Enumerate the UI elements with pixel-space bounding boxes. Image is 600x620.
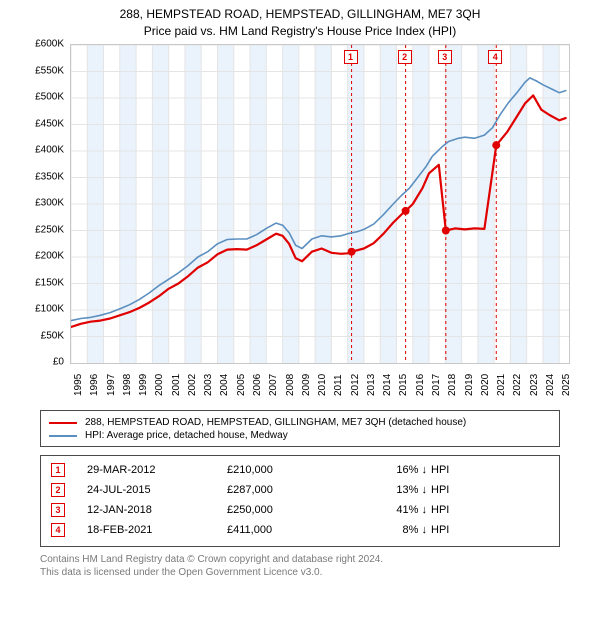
- row-marker: 4: [51, 523, 65, 537]
- row-suffix: HPI: [431, 464, 449, 476]
- x-tick-label: 2015: [398, 374, 409, 396]
- y-axis: £0£50K£100K£150K£200K£250K£300K£350K£400…: [20, 44, 68, 364]
- x-tick-label: 1998: [122, 374, 133, 396]
- plot-area: [70, 44, 570, 364]
- table-row: 3 12-JAN-2018£250,00041% ↓ HPI: [49, 500, 551, 520]
- row-marker: 2: [51, 483, 65, 497]
- x-tick-label: 2025: [561, 374, 572, 396]
- table-row: 2 24-JUL-2015£287,00013% ↓ HPI: [49, 480, 551, 500]
- x-tick-label: 2017: [431, 374, 442, 396]
- footer: Contains HM Land Registry data © Crown c…: [40, 553, 560, 579]
- page-title: 288, HEMPSTEAD ROAD, HEMPSTEAD, GILLINGH…: [120, 6, 481, 22]
- x-tick-label: 2009: [301, 374, 312, 396]
- x-tick-label: 2023: [529, 374, 540, 396]
- x-tick-label: 1996: [89, 374, 100, 396]
- row-price: £210,000: [227, 464, 337, 476]
- row-delta: 16% ↓: [337, 464, 431, 476]
- x-tick-label: 2021: [496, 374, 507, 396]
- x-tick-label: 2001: [171, 374, 182, 396]
- x-tick-label: 2006: [252, 374, 263, 396]
- chart: £0 £50K £100K £150K £200K £250K £300K £350K £400…: [20, 44, 580, 404]
- footer-line-1: Contains HM Land Registry data © Crown c…: [40, 553, 560, 566]
- row-marker: 1: [51, 463, 65, 477]
- x-tick-label: 2016: [415, 374, 426, 396]
- row-date: 29-MAR-2012: [87, 464, 227, 476]
- event-marker-2: 2: [398, 50, 412, 64]
- table-row: 1 29-MAR-2012£210,00016% ↓ HPI: [49, 460, 551, 480]
- y-tick-label: £400K: [35, 145, 64, 156]
- event-marker-3: 3: [438, 50, 452, 64]
- row-delta: 13% ↓: [337, 484, 431, 496]
- legend-swatch: [49, 435, 77, 437]
- x-tick-label: 2002: [187, 374, 198, 396]
- x-tick-label: 2019: [464, 374, 475, 396]
- x-tick-label: 2020: [480, 374, 491, 396]
- x-tick-label: 2000: [154, 374, 165, 396]
- page: 288, HEMPSTEAD ROAD, HEMPSTEAD, GILLINGH…: [0, 0, 600, 620]
- x-tick-label: 2014: [382, 374, 393, 396]
- page-subtitle: Price paid vs. HM Land Registry's House …: [144, 24, 456, 38]
- x-tick-label: 2018: [447, 374, 458, 396]
- x-tick-label: 2004: [219, 374, 230, 396]
- footer-line-2: This data is licensed under the Open Gov…: [40, 566, 560, 579]
- row-suffix: HPI: [431, 484, 449, 496]
- row-marker: 3: [51, 503, 65, 517]
- y-tick-label: £200K: [35, 251, 64, 262]
- x-tick-label: 1995: [73, 374, 84, 396]
- x-tick-label: 2003: [203, 374, 214, 396]
- row-suffix: HPI: [431, 524, 449, 536]
- legend-label: HPI: Average price, detached house, Medw…: [85, 430, 288, 441]
- x-tick-label: 2013: [366, 374, 377, 396]
- legend-item: HPI: Average price, detached house, Medw…: [49, 429, 551, 442]
- y-tick-label: £600K: [35, 39, 64, 50]
- row-price: £411,000: [227, 524, 337, 536]
- events-table: 1 29-MAR-2012£210,00016% ↓ HPI 2 24-JUL-201…: [40, 455, 560, 547]
- row-price: £250,000: [227, 504, 337, 516]
- row-price: £287,000: [227, 484, 337, 496]
- y-tick-label: £300K: [35, 198, 64, 209]
- y-tick-label: £50K: [41, 330, 64, 341]
- row-suffix: HPI: [431, 504, 449, 516]
- x-tick-label: 2005: [236, 374, 247, 396]
- legend-label: 288, HEMPSTEAD ROAD, HEMPSTEAD, GILLINGH…: [85, 417, 466, 428]
- y-tick-label: £450K: [35, 118, 64, 129]
- y-tick-label: £0: [53, 357, 64, 368]
- legend-swatch: [49, 422, 77, 424]
- x-tick-label: 1999: [138, 374, 149, 396]
- x-tick-label: 2007: [268, 374, 279, 396]
- chart-svg: [71, 45, 569, 363]
- y-tick-label: £350K: [35, 171, 64, 182]
- row-date: 12-JAN-2018: [87, 504, 227, 516]
- x-tick-label: 2022: [512, 374, 523, 396]
- x-tick-label: 2008: [285, 374, 296, 396]
- row-date: 24-JUL-2015: [87, 484, 227, 496]
- row-date: 18-FEB-2021: [87, 524, 227, 536]
- x-tick-label: 2011: [333, 375, 344, 397]
- y-tick-label: £550K: [35, 65, 64, 76]
- x-tick-label: 2010: [317, 374, 328, 396]
- row-delta: 41% ↓: [337, 504, 431, 516]
- legend-item: 288, HEMPSTEAD ROAD, HEMPSTEAD, GILLINGH…: [49, 416, 551, 429]
- table-row: 4 18-FEB-2021£411,0008% ↓ HPI: [49, 520, 551, 540]
- legend: 288, HEMPSTEAD ROAD, HEMPSTEAD, GILLINGH…: [40, 410, 560, 447]
- x-tick-label: 2024: [545, 374, 556, 396]
- x-tick-label: 1997: [106, 374, 117, 396]
- y-tick-label: £150K: [35, 277, 64, 288]
- event-marker-4: 4: [488, 50, 502, 64]
- event-marker-1: 1: [344, 50, 358, 64]
- y-tick-label: £250K: [35, 224, 64, 235]
- x-axis: 1995 1996 1997 1998 1999 2000 2001 2002 2003 2004…: [70, 366, 570, 404]
- y-tick-label: £500K: [35, 92, 64, 103]
- y-tick-label: £100K: [35, 304, 64, 315]
- x-tick-label: 2012: [350, 374, 361, 396]
- row-delta: 8% ↓: [337, 524, 431, 536]
